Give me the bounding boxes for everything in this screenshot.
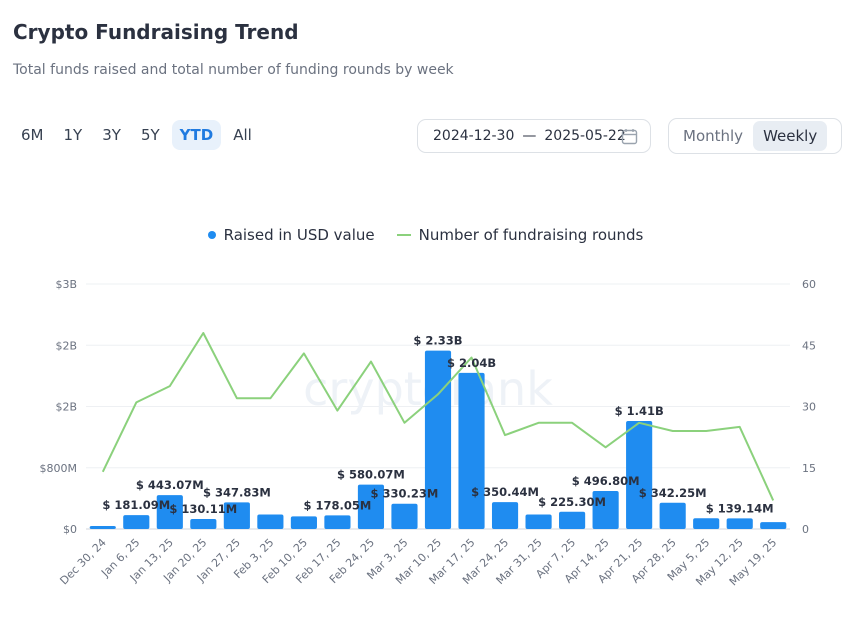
calendar-icon[interactable] <box>621 128 638 149</box>
granularity-toggle: Monthly Weekly <box>668 118 842 154</box>
y-left-tick-label: $2B <box>55 339 77 352</box>
y-right-tick-label: 15 <box>802 462 816 475</box>
range-3y-button[interactable]: 3Y <box>102 126 121 144</box>
legend-item-rounds[interactable]: Number of fundraising rounds <box>396 226 644 244</box>
y-left-tick-label: $2B <box>55 401 77 414</box>
rounds-line <box>101 332 775 501</box>
page-title: Crypto Fundraising Trend <box>13 20 299 44</box>
data-labels: $ 181.09M $ 443.07M $ 130.11M $ 347.83M $ 17… <box>102 334 773 516</box>
line-series <box>101 332 775 501</box>
range-all-button[interactable]: All <box>233 126 252 144</box>
monthly-button[interactable]: Monthly <box>683 127 744 145</box>
bar-value-label: $ 350.44M <box>471 485 539 499</box>
y-right-tick-label: 30 <box>802 401 816 414</box>
bar-value-label: $ 443.07M <box>136 478 204 492</box>
bar <box>726 518 753 529</box>
bar <box>89 525 116 529</box>
y-right-tick-label: 45 <box>802 339 816 352</box>
bar <box>626 421 653 529</box>
date-range-separator: — <box>522 128 537 144</box>
bar-value-label: $ 1.41B <box>615 404 664 418</box>
bar-value-label: $ 2.04B <box>447 356 496 370</box>
range-6m-button[interactable]: 6M <box>21 126 44 144</box>
bar-value-label: $ 347.83M <box>203 485 271 499</box>
bar <box>491 502 519 529</box>
time-range-selector: 6M 1Y 3Y 5Y YTD All <box>13 120 260 150</box>
bar <box>592 490 619 529</box>
bar <box>693 518 720 529</box>
bar <box>760 522 787 529</box>
bar <box>357 484 385 529</box>
bar-value-label: $ 342.25M <box>639 486 707 500</box>
bar-value-label: $ 580.07M <box>337 468 405 482</box>
bar <box>458 372 485 529</box>
range-1y-button[interactable]: 1Y <box>63 126 83 144</box>
bar <box>424 350 452 529</box>
bar-value-label: $ 330.23M <box>371 487 439 501</box>
range-ytd-button[interactable]: YTD <box>171 120 222 150</box>
legend-line-icon <box>396 234 411 236</box>
bar <box>156 495 183 529</box>
bar <box>324 515 351 529</box>
bar-series <box>89 350 787 529</box>
bar-value-label: $ 178.05M <box>304 498 372 512</box>
bar-value-label: $ 225.30M <box>538 495 606 509</box>
bar-value-label: $ 139.14M <box>706 501 774 515</box>
bar-value-label: $ 2.33B <box>413 334 462 348</box>
bar <box>290 516 317 529</box>
y-left-tick-label: $0 <box>63 523 77 536</box>
bar-value-label: $ 181.09M <box>102 498 170 512</box>
bar <box>123 515 150 529</box>
y-right-tick-label: 60 <box>802 278 816 291</box>
y-right-tick-label: 0 <box>802 523 809 536</box>
legend-dot-icon <box>207 231 216 239</box>
chart-legend: Raised in USD value Number of fundraisin… <box>0 226 851 244</box>
bar <box>525 514 552 529</box>
bar <box>190 519 217 529</box>
y-left-tick-label: $800M <box>40 462 78 475</box>
date-range-end: 2025-05-22 <box>544 128 626 144</box>
y-left-tick-label: $3B <box>55 278 77 291</box>
date-range-picker[interactable]: 2024-12-30 — 2025-05-22 <box>417 119 651 153</box>
range-5y-button[interactable]: 5Y <box>140 126 160 144</box>
bar-value-label: $ 496.80M <box>572 474 640 488</box>
bar <box>223 502 250 529</box>
legend-label-rounds: Number of fundraising rounds <box>418 226 644 244</box>
bar <box>257 514 284 529</box>
date-range-start: 2024-12-30 <box>433 128 515 144</box>
legend-item-raised[interactable]: Raised in USD value <box>207 226 375 244</box>
x-tick-label: Dec 30, 24 <box>57 536 108 587</box>
bar <box>659 502 686 529</box>
legend-label-raised: Raised in USD value <box>223 226 375 244</box>
page-subtitle: Total funds raised and total number of f… <box>13 62 454 78</box>
bar <box>391 503 418 529</box>
weekly-button[interactable]: Weekly <box>753 121 828 151</box>
bar <box>559 511 586 529</box>
bar-value-label: $ 130.11M <box>169 502 237 516</box>
